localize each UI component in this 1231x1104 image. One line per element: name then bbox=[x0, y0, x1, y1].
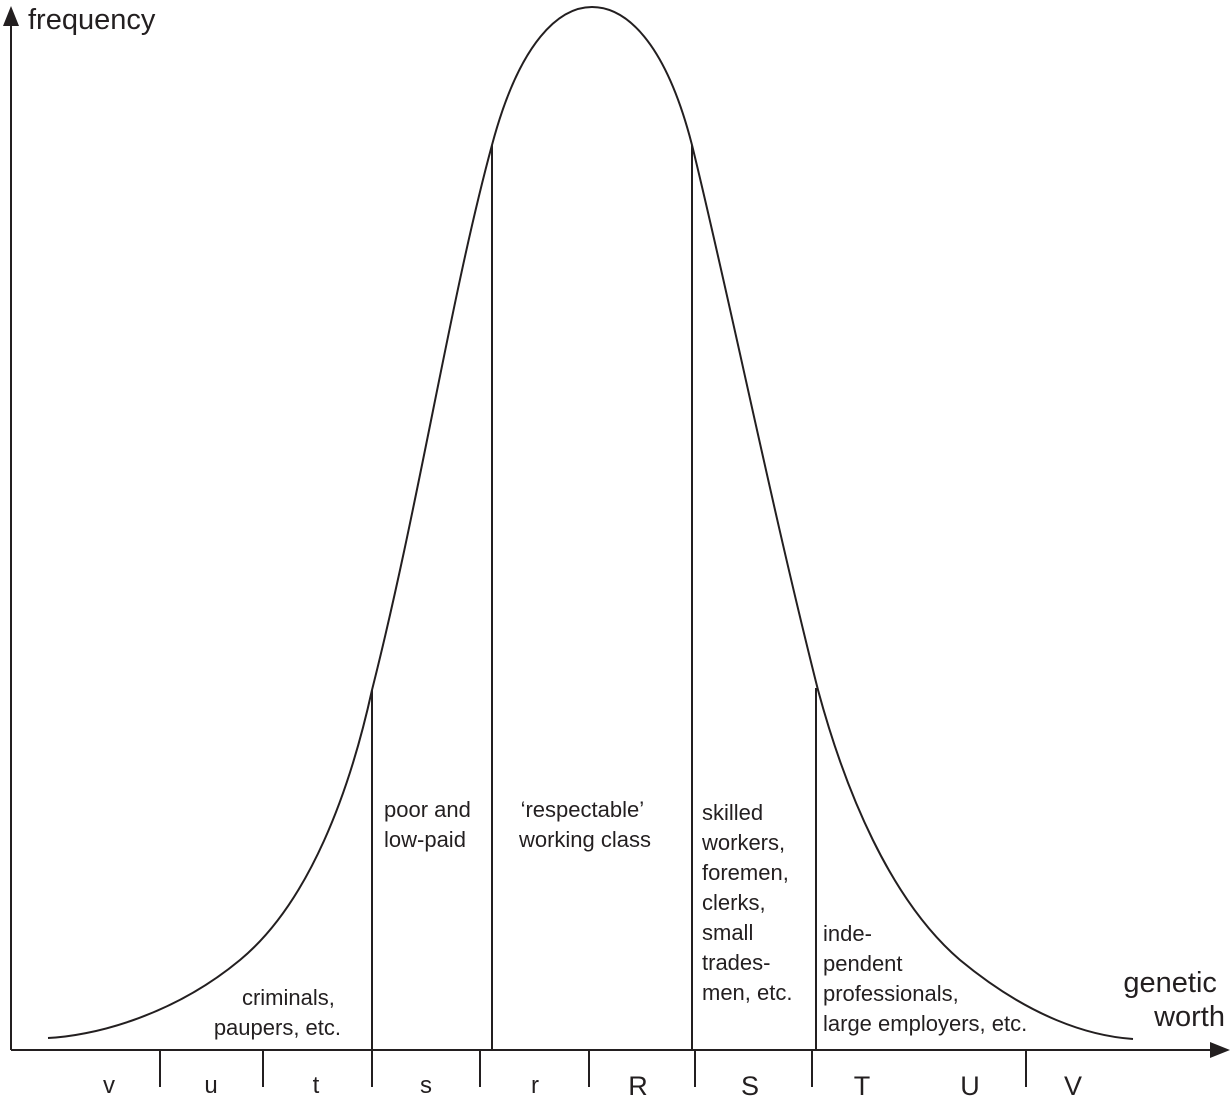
grade-label-S: S bbox=[741, 1071, 759, 1101]
grade-labels: v u t s r R S T U V bbox=[103, 1071, 1082, 1101]
band-label-poor: poor and low-paid bbox=[384, 797, 477, 852]
grade-label-v: v bbox=[103, 1072, 115, 1099]
y-axis-title: frequency bbox=[28, 4, 156, 36]
y-axis-arrow-icon bbox=[3, 6, 19, 26]
grade-label-V: V bbox=[1064, 1071, 1082, 1101]
band-label-criminals: criminals, paupers, etc. bbox=[214, 985, 341, 1040]
band-label-line: professionals, bbox=[823, 981, 959, 1006]
grade-label-t: t bbox=[313, 1072, 320, 1099]
band-label-line: criminals, bbox=[242, 985, 335, 1010]
grade-ticks bbox=[159, 1050, 1027, 1087]
band-label-line: poor and bbox=[384, 797, 471, 822]
band-label-line: small bbox=[702, 920, 753, 945]
band-label-line: paupers, etc. bbox=[214, 1015, 341, 1040]
grade-label-U: U bbox=[960, 1071, 980, 1101]
band-label-line: workers, bbox=[701, 830, 785, 855]
grade-label-r: r bbox=[531, 1072, 539, 1099]
band-label-line: low-paid bbox=[384, 827, 466, 852]
band-label-skilled: skilled workers, foremen, clerks, small … bbox=[701, 800, 795, 1005]
band-label-respectable: ‘respectable’ working class bbox=[518, 797, 651, 852]
grade-label-T: T bbox=[854, 1071, 871, 1101]
band-label-line: foremen, bbox=[702, 860, 789, 885]
x-axis-title: genetic worth bbox=[1123, 967, 1225, 1033]
bell-curve bbox=[47, 5, 1134, 1040]
band-label-line: skilled bbox=[702, 800, 763, 825]
band-label-line: large employers, etc. bbox=[823, 1011, 1027, 1036]
axes bbox=[3, 6, 1230, 1058]
band-label-line: inde- bbox=[823, 921, 872, 946]
band-label-line: pendent bbox=[823, 951, 903, 976]
class-dividers bbox=[371, 145, 817, 1050]
x-axis-title-line: genetic bbox=[1123, 967, 1217, 999]
band-label-line: men, etc. bbox=[702, 980, 792, 1005]
grade-label-R: R bbox=[628, 1071, 648, 1101]
x-axis-arrow-icon bbox=[1210, 1042, 1230, 1058]
band-label-line: trades- bbox=[702, 950, 770, 975]
x-axis-title-line: worth bbox=[1153, 1001, 1225, 1033]
grade-label-u: u bbox=[204, 1072, 217, 1099]
band-label-independent: inde- pendent professionals, large emplo… bbox=[823, 921, 1027, 1036]
grade-label-s: s bbox=[420, 1072, 432, 1099]
band-label-line: clerks, bbox=[702, 890, 766, 915]
band-label-line: ‘respectable’ bbox=[521, 797, 644, 822]
band-label-line: working class bbox=[518, 827, 651, 852]
